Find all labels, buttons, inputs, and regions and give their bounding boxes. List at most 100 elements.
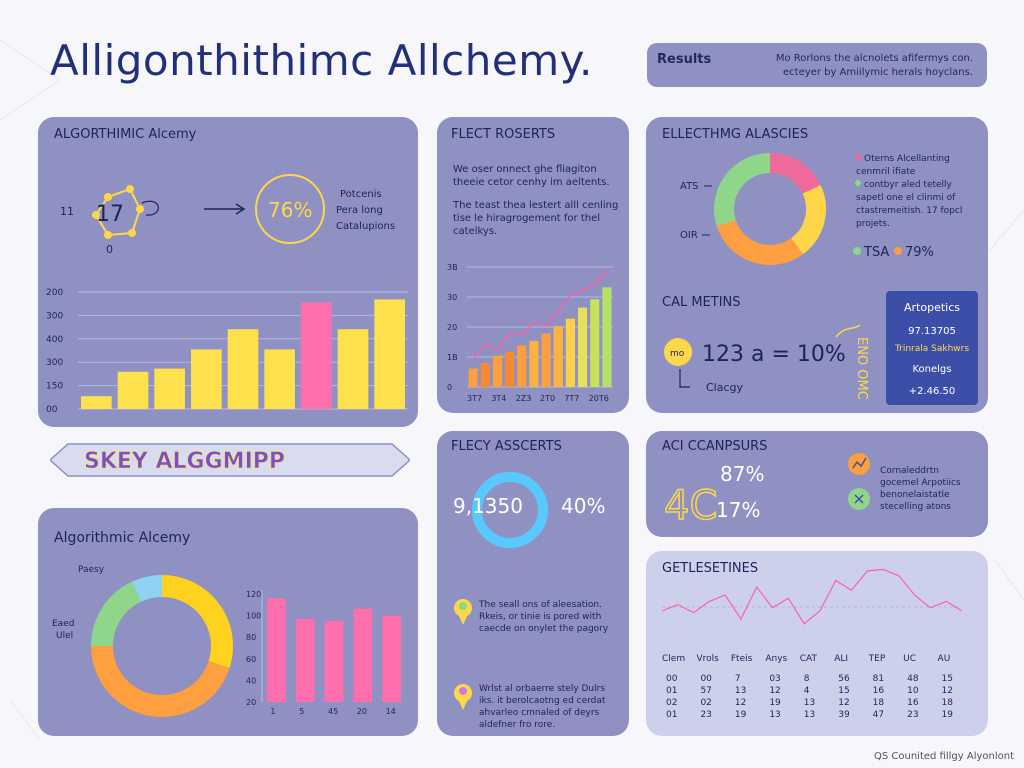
donut-slice (161, 575, 233, 668)
x-tick-label: 20T6 (589, 394, 609, 403)
legend-line-3: contbyr aled tetelly (864, 180, 953, 190)
ring-circle (255, 174, 325, 244)
cal-metins-title: CAL METINS (662, 295, 741, 310)
table-cell: 12 (769, 686, 780, 696)
y-tick-label: 20 (447, 323, 457, 332)
y-tick-label: 3B (447, 263, 458, 272)
table-header-cell: Fteis (731, 654, 753, 664)
panel-i-graphics: Clem Vrols Fteis Anys CAT ALI TEP UC AU 00 00 7 03 8 5… (661, 568, 963, 720)
x-tick-label: 20 (357, 707, 367, 716)
panel-title: FLECY ASSCERTS (451, 439, 562, 454)
table-cell: 57 (700, 686, 711, 696)
note-1: The seall ons of aleesation. Rkeis, or t… (479, 600, 609, 634)
pin-icon (454, 599, 472, 625)
cal-metins-graphics: mo 123 a = 10% Clacgy ENO OMC (664, 324, 869, 400)
table-cell: 8 (804, 674, 810, 684)
panel-getlesetines: GETLESETINES Clem Vrols Fteis Anys CAT ALI TEP… (646, 551, 988, 736)
panel-aci-ccanpsurs: ACI CCANPSURS 4C 87% 17% Cornaleddrtn go… (646, 431, 988, 537)
line-chart-i (661, 568, 963, 625)
legend-line-5: ctastremeitish. 17 fopcl (856, 206, 962, 216)
table-cell: 39 (838, 710, 850, 720)
donut-slice (131, 575, 163, 602)
ring-chart (472, 472, 548, 548)
table-cell: 48 (907, 674, 919, 684)
bar (81, 396, 112, 409)
results-box: Results Mo Rorlons the alcnolets afiferm… (647, 43, 987, 87)
ring-left-value: 9,1350 (453, 494, 523, 518)
table-cell: 12 (735, 698, 746, 708)
desc-1a: Cornaleddrtn (880, 466, 939, 476)
bar (553, 326, 563, 387)
table-cell: 19 (942, 710, 954, 720)
table-cell: 01 (666, 710, 677, 720)
bar (337, 329, 369, 409)
node-bottom-label: 0 (106, 243, 113, 256)
y-tick-label: 20 (246, 698, 256, 707)
donut-slice (714, 153, 771, 227)
table-header-cell: Vrols (696, 654, 719, 664)
y-tick-label: 80 (246, 633, 256, 642)
bar-chart-a: 200 300 400 300 150 00 (46, 288, 408, 415)
x-tick-label: 7T7 (564, 394, 579, 403)
y-tick-label: 1B (447, 353, 458, 362)
bar (468, 368, 478, 387)
y-tick-label: 40 (246, 676, 256, 685)
table-header-cell: UC (903, 654, 916, 664)
ribbon-text: SKEY ALGGMIPP (84, 449, 285, 474)
panel-a-graphics: 17 11 0 76% Potcenis Pera long Catalupio… (46, 174, 408, 415)
vertical-text: ENO OMC (854, 337, 869, 400)
results-label: Results (657, 52, 712, 67)
bar-chart-h: 120 100 80 60 40 20 1 5 45 20 14 (246, 590, 401, 716)
y-tick-label: 400 (46, 335, 63, 345)
bar (117, 371, 149, 409)
donut-slice (91, 645, 230, 717)
node-value: 17 (96, 202, 124, 227)
y-tick-label: 150 (46, 382, 63, 392)
green-badge-icon (848, 488, 870, 510)
artopetics-v4: +2.46.50 (908, 386, 956, 397)
table-cell: 13 (804, 698, 815, 708)
bar (578, 307, 588, 387)
panel-title: ALGORTHIMIC Alcemy (54, 127, 197, 142)
donut-label-bottom: OIR (680, 230, 698, 241)
desc-1b: gocemel Arpotiics (880, 478, 961, 488)
table-cell: 18 (873, 698, 885, 708)
stat-b: 79% (905, 245, 934, 260)
page-title: Alligonthithimc Allchemy. (50, 36, 593, 85)
x-tick-label: 3T4 (491, 394, 506, 403)
table-header-cell: Anys (765, 654, 787, 664)
y-tick-label: 100 (246, 612, 261, 621)
table-cell: 00 (700, 674, 712, 684)
bar (517, 345, 527, 387)
table-header-cell: Clem (662, 654, 685, 664)
table-cell: 56 (838, 674, 850, 684)
panel-flect-roserts: FLECT ROSERTS We oser onnect ghe fliagit… (437, 117, 629, 413)
bar (324, 620, 344, 702)
panel-g-graphics: 4C 87% 17% Cornaleddrtn gocemel Arpotiic… (663, 453, 961, 530)
y-tick-label: 0 (447, 383, 452, 392)
table-header-cell: AU (938, 654, 951, 664)
artopetics-v3: Konelgs (912, 364, 952, 375)
y-tick-label: 30 (447, 293, 457, 302)
bar (301, 302, 332, 409)
legend-line-2: cenmril ifiate (856, 167, 916, 177)
metric-caption: Clacgy (706, 381, 744, 394)
x-tick-label: 2T0 (540, 394, 555, 403)
logo-4c: 4C (664, 483, 717, 529)
bar (602, 287, 612, 387)
donut-slice (769, 153, 821, 195)
panel-title: Algorithmic Alcemy (54, 530, 191, 546)
panel-b-text-1: We oser onnect ghe fliagiton theeie ceto… (453, 164, 610, 188)
results-text: Mo Rorlons the alcnolets afifermys con. … (775, 53, 973, 78)
table-cell: 12 (838, 698, 849, 708)
bar (565, 318, 575, 387)
table-cell: 01 (666, 686, 677, 696)
bar (505, 351, 515, 387)
bar (295, 619, 315, 702)
bar (267, 598, 286, 702)
legend-line-6: projets. (856, 219, 890, 229)
y-tick-label: 300 (46, 358, 63, 368)
table-cell: 13 (804, 710, 815, 720)
data-table: Clem Vrols Fteis Anys CAT ALI TEP UC AU 00 00 7 03 8 5… (662, 654, 953, 720)
